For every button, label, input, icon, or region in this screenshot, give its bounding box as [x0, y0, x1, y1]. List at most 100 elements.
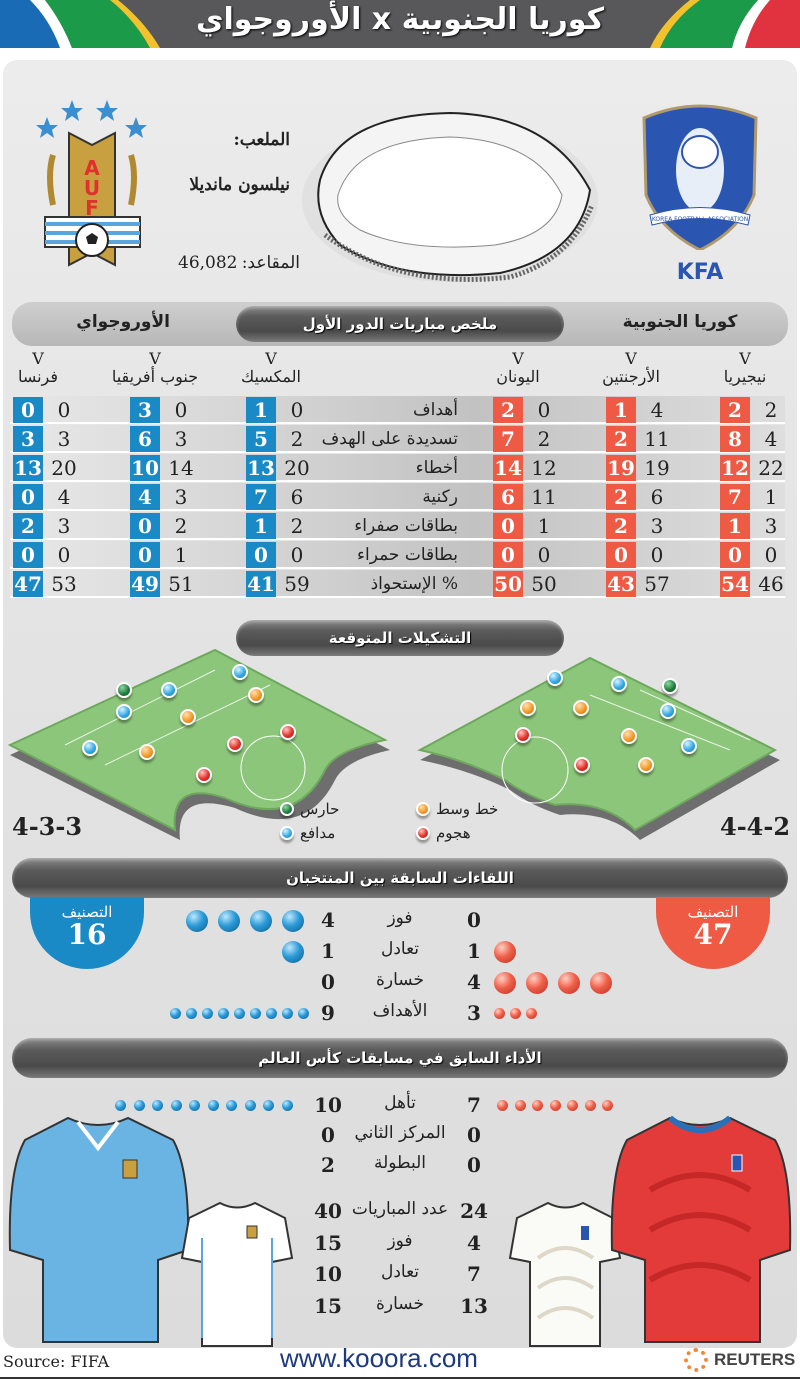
uruguay-wc-value: 10 — [314, 1262, 342, 1286]
korea-stat-value: 43 — [606, 571, 636, 597]
opponent-stat-value: 4 — [764, 427, 778, 451]
forward-dot-icon — [416, 826, 430, 840]
opponent-stat-value: 3 — [764, 514, 778, 538]
opponent-stat-value: 50 — [531, 572, 557, 596]
opponent-head-uruguay: V فرنسا — [0, 350, 83, 386]
korea-stat-value: 50 — [493, 571, 523, 597]
website-link[interactable]: www.kooora.com — [280, 1343, 478, 1373]
korea-h2h-value: 3 — [467, 1001, 481, 1025]
player-defender — [82, 740, 98, 756]
uruguay-stat-value: 5 — [246, 426, 276, 452]
player-defender — [232, 664, 248, 680]
wc-label: تأهل — [384, 1093, 416, 1113]
korea-tally-dot-icon — [494, 972, 516, 994]
opponent-head-korea: V نيجيريا — [700, 350, 790, 386]
uruguay-stat-value: 0 — [13, 542, 43, 568]
uruguay-tally-dot-icon — [250, 910, 272, 932]
uruguay-qualified-dot-icon — [207, 1100, 219, 1111]
uruguay-qualified-dot-icon — [226, 1100, 237, 1111]
uruguay-wc-value: 0 — [321, 1123, 335, 1147]
h2h-label: خسارة — [376, 970, 424, 990]
uruguay-wc-value: 40 — [314, 1199, 342, 1223]
team-name-uruguay: الأوروجواي — [76, 312, 170, 332]
player-forward — [227, 736, 243, 752]
wc-history-title: الأداء السابق في مسابقات كأس العالم — [12, 1038, 788, 1078]
korea-wc-value: 4 — [467, 1230, 481, 1255]
uruguay-tally-dot-icon — [282, 910, 304, 932]
vs-mark: V — [739, 349, 751, 368]
opponent-stat-value: 0 — [650, 543, 664, 567]
vs-mark: V — [625, 349, 637, 368]
stat-label: أهداف — [413, 400, 458, 420]
player-midfielder — [621, 728, 637, 744]
player-defender — [681, 738, 697, 754]
uruguay-tally-dot-icon — [186, 1008, 197, 1019]
player-forward — [280, 724, 296, 740]
uruguay-qualified-dot-icon — [115, 1100, 126, 1111]
reuters-logo-icon — [684, 1348, 708, 1372]
opponent-stat-value: 3 — [57, 427, 71, 451]
svg-text:U: U — [84, 176, 100, 200]
korea-stat-value: 2 — [493, 397, 523, 423]
player-midfielder — [520, 700, 536, 716]
uruguay-stat-value: 13 — [246, 455, 276, 481]
stat-label: ركنية — [422, 487, 458, 507]
opponent-stat-value: 0 — [537, 543, 551, 567]
korea-h2h-value: 0 — [467, 908, 481, 932]
korea-wc-value: 24 — [460, 1199, 488, 1223]
player-midfielder — [180, 709, 196, 725]
korea-pitch — [410, 640, 800, 840]
wc-label: خسارة — [376, 1293, 424, 1314]
korea-qualified-dot-icon — [549, 1100, 561, 1111]
opponent-head-korea: V اليونان — [473, 350, 563, 386]
uruguay-stat-value: 3 — [13, 426, 43, 452]
source-credit: Source: FIFA — [3, 1352, 110, 1371]
korea-crest: KOREA FOOTBALL ASSOCIATION KFA — [640, 100, 760, 290]
seats-label: المقاعد: — [241, 253, 300, 273]
opponent-stat-value: 1 — [537, 514, 551, 538]
stadium-illustration — [300, 95, 600, 285]
legend-right: خط وسط هجوم — [416, 800, 506, 850]
korea-tally-dot-icon — [590, 972, 612, 994]
player-midfielder — [139, 744, 155, 760]
player-defender — [116, 704, 132, 720]
stat-label: % الإستحواذ — [370, 574, 458, 594]
korea-stat-value: 8 — [720, 426, 750, 452]
opponent-stat-value: 2 — [537, 427, 551, 451]
legend-goalkeeper: حارس — [280, 800, 350, 820]
vs-mark: V — [512, 349, 524, 368]
opponent-stat-value: 3 — [174, 485, 188, 509]
summary-title: ملخص مباريات الدور الأول — [236, 306, 564, 342]
player-forward — [515, 727, 531, 743]
uruguay-tally-dot-icon — [234, 1008, 245, 1019]
uruguay-wc-value: 2 — [321, 1153, 335, 1177]
opponent-stat-value: 0 — [57, 398, 71, 422]
player-midfielder — [638, 757, 654, 773]
uruguay-stat-value: 2 — [13, 513, 43, 539]
korea-wc-value: 13 — [460, 1293, 488, 1318]
uruguay-stat-value: 0 — [13, 484, 43, 510]
auf-crest-icon: A U F — [36, 100, 147, 267]
opponent-head-uruguay: V جنوب أفريقيا — [110, 350, 200, 386]
h2h-label: الأهداف — [372, 1001, 428, 1021]
kfa-tiger-crest-icon: KOREA FOOTBALL ASSOCIATION — [642, 104, 758, 252]
uruguay-stat-value: 1 — [246, 513, 276, 539]
uruguay-stat-value: 41 — [246, 571, 276, 597]
stat-label: تسديدة على الهدف — [321, 429, 458, 449]
uruguay-wc-value: 15 — [314, 1230, 342, 1255]
opponent-stat-value: 53 — [51, 572, 77, 596]
vs-mark: V — [149, 349, 161, 368]
legend-defender: مدافع — [280, 824, 350, 844]
h2h-title: اللقاءات السابقة بين المنتخبان — [12, 858, 788, 898]
midfielder-dot-icon — [416, 802, 430, 816]
player-midfielder — [573, 700, 589, 716]
formations-title: التشكيلات المتوقعة — [236, 620, 564, 656]
korea-stat-value: 0 — [720, 542, 750, 568]
uruguay-stat-value: 0 — [130, 542, 160, 568]
player-midfielder — [248, 687, 264, 703]
korea-h2h-value: 1 — [467, 939, 481, 963]
korea-wc-value: 0 — [467, 1153, 481, 1177]
opponent-stat-value: 11 — [644, 427, 670, 451]
uruguay-tally-dot-icon — [266, 1008, 277, 1019]
svg-text:A: A — [84, 156, 100, 180]
